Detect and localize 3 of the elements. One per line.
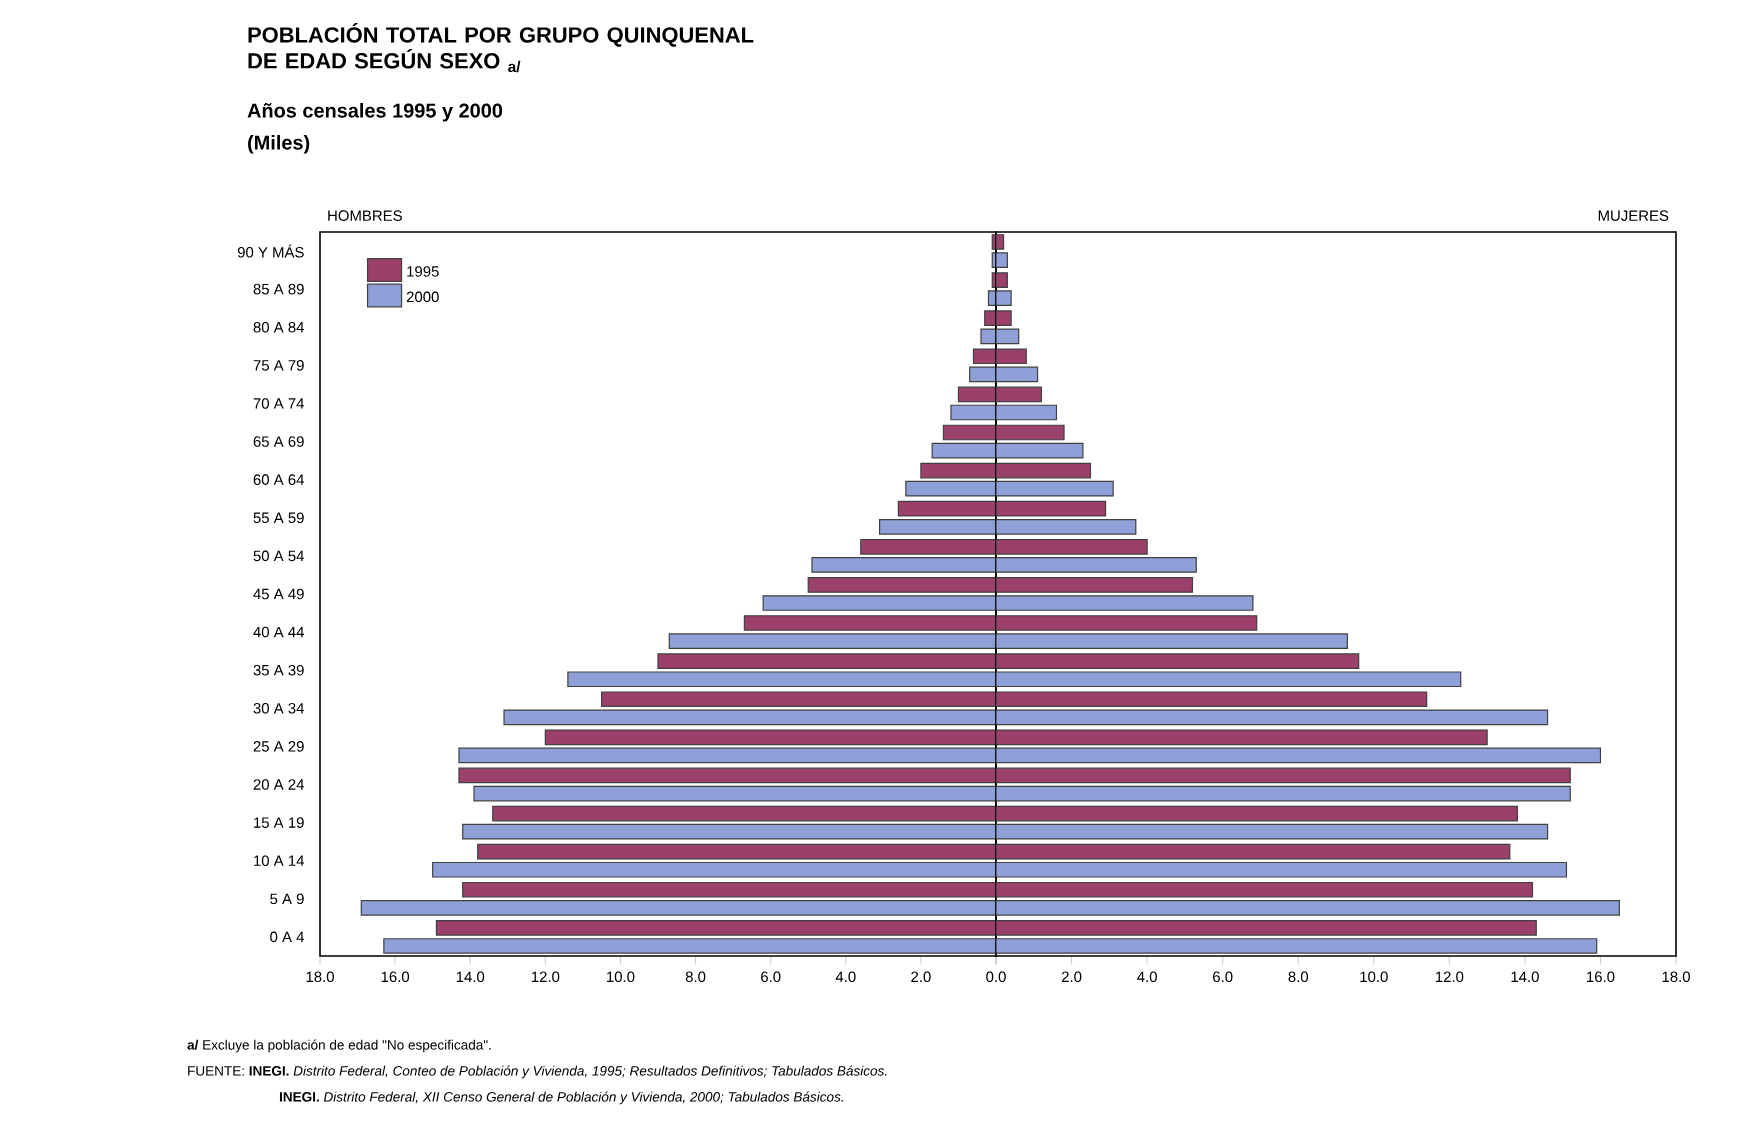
chart-title: POBLACIÓN TOTAL POR GRUPO QUINQUENAL DE EDAD SEGÚN SEXO $_{a/}$ xyxy=(248,23,754,73)
chart-subtitle: Años censales 1995 y 2000 xyxy=(247,103,503,122)
text: (Miles) xyxy=(248,135,310,154)
